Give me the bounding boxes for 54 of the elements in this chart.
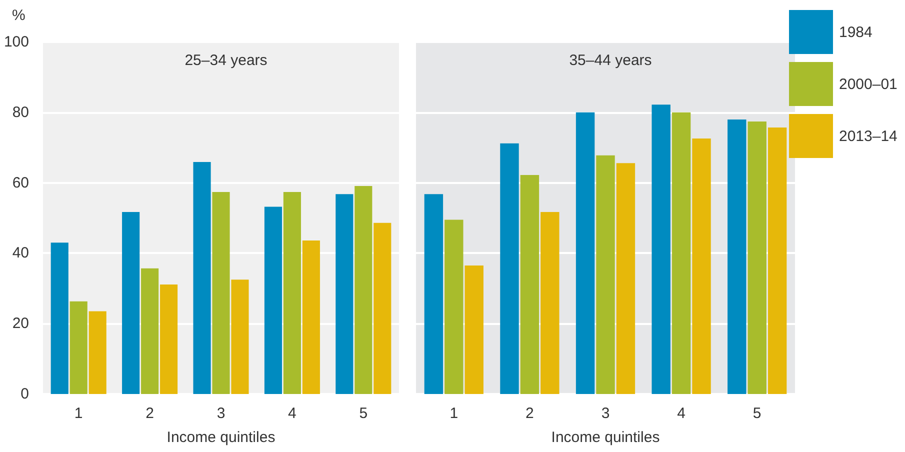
x-tick-label: 5 xyxy=(752,405,762,422)
bar xyxy=(540,212,560,394)
bar xyxy=(283,192,301,394)
bar xyxy=(374,222,392,394)
bar xyxy=(576,112,595,394)
bar xyxy=(520,175,540,394)
text: 25–34 years xyxy=(184,52,268,69)
bar xyxy=(354,186,372,394)
bar xyxy=(264,206,282,394)
y-tick-label: 80 xyxy=(12,104,29,121)
x-tick-label: 3 xyxy=(601,405,610,422)
x-tick-label: 4 xyxy=(677,405,686,422)
x-axis-title: Income quintiles xyxy=(166,429,276,446)
y-axis-title: % xyxy=(12,7,26,24)
bar xyxy=(193,162,211,394)
y-tick-label: 20 xyxy=(12,315,29,332)
bar xyxy=(500,143,519,394)
x-tick-label: 3 xyxy=(216,405,226,422)
bar xyxy=(596,155,615,394)
bar xyxy=(768,128,787,394)
bar xyxy=(122,212,140,394)
text: 2000–01 xyxy=(839,76,898,92)
text: 35–44 years xyxy=(569,52,652,69)
bar xyxy=(212,192,230,394)
x-axis-title: Income quintiles xyxy=(551,429,660,446)
x-tick-label: 1 xyxy=(450,405,458,422)
bar xyxy=(728,119,746,394)
x-tick-label: 1 xyxy=(74,405,83,422)
text: 2013–14 xyxy=(839,128,898,144)
bar xyxy=(748,122,766,394)
y-tick-label: 60 xyxy=(12,174,29,192)
bar xyxy=(424,194,444,394)
bar xyxy=(70,301,88,394)
bar xyxy=(616,163,636,394)
y-tick-label: 40 xyxy=(12,244,29,262)
text: 1984 xyxy=(839,24,872,40)
bar xyxy=(336,194,354,394)
bar xyxy=(692,138,711,394)
bar xyxy=(88,311,106,394)
bar xyxy=(231,280,249,394)
y-tick-label: 100 xyxy=(4,34,29,50)
bar xyxy=(160,284,178,394)
bar xyxy=(141,268,159,394)
bar xyxy=(652,104,670,394)
x-tick-label: 2 xyxy=(146,405,154,422)
x-tick-label: 5 xyxy=(359,405,368,422)
bar xyxy=(672,112,691,394)
bar xyxy=(464,266,484,394)
bar xyxy=(302,240,320,394)
x-tick-label: 4 xyxy=(288,405,296,422)
bar xyxy=(50,242,68,394)
bar xyxy=(444,220,464,394)
x-tick-label: 2 xyxy=(526,405,534,422)
y-tick-label: 0 xyxy=(20,386,29,402)
